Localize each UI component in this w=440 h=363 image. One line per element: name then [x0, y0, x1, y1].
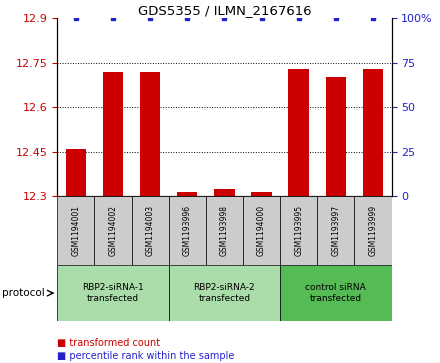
Text: GSM1193997: GSM1193997	[331, 205, 341, 256]
Bar	[140, 72, 160, 196]
Bar	[169, 196, 206, 265]
Bar	[326, 77, 346, 196]
Text: GSM1193995: GSM1193995	[294, 205, 303, 256]
Bar	[177, 192, 198, 196]
Bar	[57, 265, 169, 321]
Bar	[251, 192, 272, 196]
Text: RBP2-siRNA-1
transfected: RBP2-siRNA-1 transfected	[82, 284, 144, 303]
Text: GSM1194003: GSM1194003	[146, 205, 154, 256]
Text: ■ transformed count: ■ transformed count	[57, 338, 160, 348]
Bar	[363, 69, 383, 196]
Text: GSM1194001: GSM1194001	[71, 205, 80, 256]
Text: GSM1194002: GSM1194002	[108, 205, 117, 256]
Bar	[206, 196, 243, 265]
Bar	[57, 196, 94, 265]
Bar	[280, 196, 317, 265]
Bar	[214, 189, 235, 196]
Title: GDS5355 / ILMN_2167616: GDS5355 / ILMN_2167616	[138, 4, 311, 17]
Text: GSM1193998: GSM1193998	[220, 205, 229, 256]
Text: ■ percentile rank within the sample: ■ percentile rank within the sample	[57, 351, 235, 361]
Text: GSM1193999: GSM1193999	[369, 205, 378, 256]
Text: control siRNA
transfected: control siRNA transfected	[305, 284, 366, 303]
Bar	[243, 196, 280, 265]
Text: GSM1194000: GSM1194000	[257, 205, 266, 256]
Bar	[289, 69, 309, 196]
Bar	[132, 196, 169, 265]
Text: GSM1193996: GSM1193996	[183, 205, 192, 256]
Bar	[355, 196, 392, 265]
Bar	[317, 196, 355, 265]
Bar	[66, 148, 86, 196]
Text: protocol: protocol	[2, 288, 45, 298]
Text: RBP2-siRNA-2
transfected: RBP2-siRNA-2 transfected	[194, 284, 255, 303]
Bar	[103, 72, 123, 196]
Bar	[94, 196, 132, 265]
Bar	[169, 265, 280, 321]
Bar	[280, 265, 392, 321]
